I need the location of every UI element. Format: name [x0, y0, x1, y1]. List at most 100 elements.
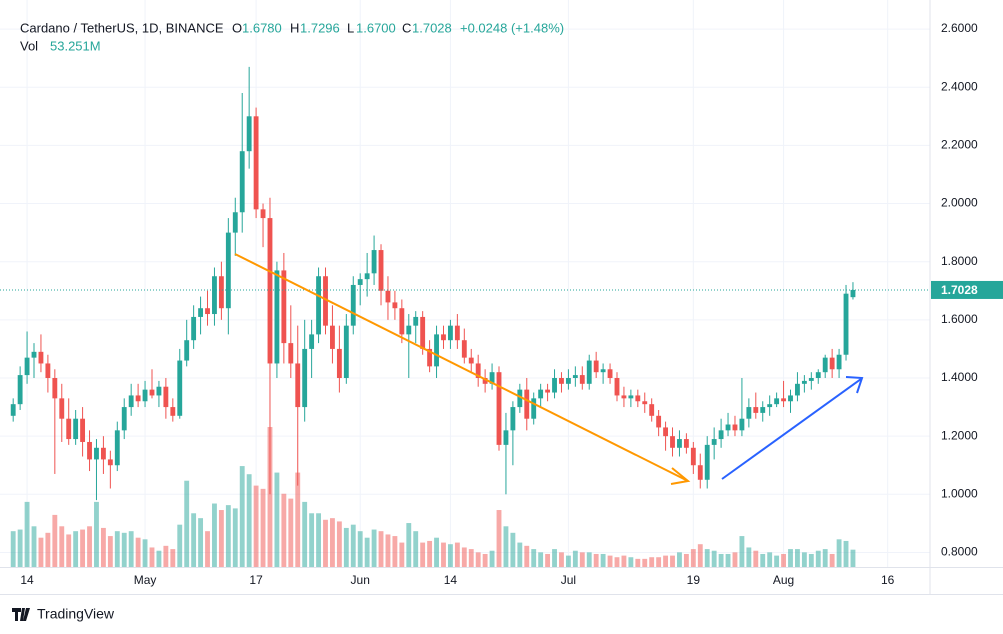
logo-text: TradingView [37, 606, 115, 622]
candle-body [788, 395, 793, 402]
volume-bar [711, 550, 717, 567]
volume-bar [503, 526, 509, 567]
x-tick-label: Jul [561, 573, 576, 587]
candle-body [496, 372, 502, 445]
volume-label: Vol [20, 38, 38, 53]
candle-body [316, 276, 321, 335]
volume-bar [663, 555, 669, 567]
candle-body [336, 348, 342, 378]
candle-body [239, 151, 245, 213]
candle-body [385, 290, 391, 303]
volume-bar [121, 532, 127, 567]
volume-bar [330, 518, 335, 567]
x-tick-label: 16 [881, 573, 895, 587]
candle-body [52, 378, 58, 399]
volume-bar [302, 501, 308, 567]
volume-bar [815, 550, 821, 567]
logo-icon [12, 608, 30, 621]
volume-bar [718, 553, 724, 567]
volume-bar [128, 531, 134, 567]
candle-body [87, 441, 92, 460]
volume-bar [552, 549, 557, 567]
candle-body [572, 375, 578, 378]
candle-body [795, 383, 800, 396]
candle-body [406, 325, 412, 335]
candle-body [683, 439, 689, 448]
volume-bar [677, 552, 682, 567]
volume-bar [45, 532, 51, 567]
volume-bar [767, 552, 773, 567]
volume-bar [579, 552, 585, 567]
ohlc-label: C [402, 20, 411, 35]
last-price-label: 1.7028 [941, 283, 978, 297]
volume-bar [107, 536, 113, 567]
y-tick-label: 0.8000 [941, 545, 978, 559]
candle-body [170, 407, 176, 416]
volume-bar [267, 427, 273, 567]
volume-bar [656, 557, 662, 567]
volume-bar [545, 553, 551, 567]
candle-body [697, 465, 703, 480]
candle-body [815, 372, 821, 378]
volume-bar [385, 534, 391, 567]
candle-body [24, 357, 30, 376]
volume-bar [274, 472, 280, 567]
candle-body [586, 360, 592, 384]
candle-body [663, 427, 669, 437]
y-tick-label: 1.4000 [941, 370, 978, 384]
volume-pane [10, 427, 856, 567]
candle-body [100, 447, 106, 460]
candle-body [232, 212, 238, 233]
candle-body [434, 334, 439, 367]
volume-bar [725, 553, 731, 567]
candle-body [343, 325, 349, 378]
ohlc-label: H [290, 20, 299, 35]
trend-arrow [234, 253, 687, 481]
arrow-head [845, 376, 864, 394]
volume-bar [774, 555, 780, 567]
candle-body [357, 279, 363, 285]
candle-body [461, 340, 467, 358]
candle-body [309, 334, 315, 349]
arrow-head [670, 467, 691, 485]
volume-bar [212, 503, 217, 567]
volume-bar [795, 549, 800, 567]
candle-body [503, 430, 509, 445]
candle-body [489, 372, 495, 384]
volume-bar [350, 524, 356, 567]
candle-body [454, 325, 460, 341]
candle-body [149, 389, 155, 396]
candle-body [670, 436, 675, 448]
volume-bar [87, 526, 92, 567]
candle-body [635, 395, 641, 402]
volume-bar [239, 466, 245, 567]
candle-body [843, 293, 849, 355]
volume-bar [475, 552, 481, 567]
volume-bar [10, 531, 16, 567]
volume-bar [829, 553, 835, 567]
candle-body [565, 378, 571, 384]
candle-body [559, 378, 564, 384]
volume-bar [565, 555, 571, 567]
candle-body [94, 447, 99, 460]
volume-bar [441, 542, 446, 567]
volume-bar [843, 540, 849, 567]
candle-body [753, 407, 759, 413]
candle-body [267, 218, 273, 364]
logo: TradingView [12, 606, 115, 622]
candle-body [142, 389, 148, 402]
candle-body [399, 308, 405, 335]
candle-body [73, 418, 79, 440]
volume-bar [753, 550, 759, 567]
volume-bar [156, 550, 162, 567]
y-tick-label: 1.6000 [941, 312, 978, 326]
candle-body [579, 375, 585, 384]
volume-bar [746, 547, 752, 567]
volume-bar [399, 542, 405, 567]
candle-body [822, 357, 828, 373]
volume-bar [524, 545, 530, 567]
volume-bar [788, 549, 793, 567]
x-tick-label: Aug [773, 573, 794, 587]
volume-bar [309, 513, 315, 567]
candle-body [427, 348, 433, 367]
